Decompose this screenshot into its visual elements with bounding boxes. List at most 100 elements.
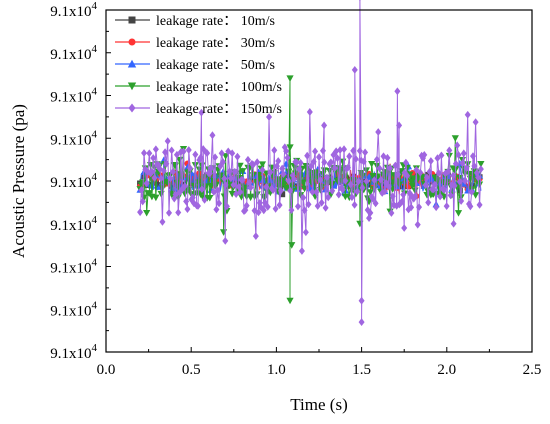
series-4-point	[464, 110, 471, 119]
series-4-point	[358, 156, 365, 165]
series-3-point	[239, 168, 247, 175]
series-4-point	[341, 145, 348, 154]
series-4-point	[275, 157, 282, 165]
series-4-point	[237, 188, 244, 196]
series-4-point	[148, 168, 155, 176]
series-4-point	[221, 174, 228, 183]
series-4-point	[310, 157, 317, 166]
y-tick-label: 9.1x104	[50, 342, 97, 362]
series-4-point	[358, 296, 365, 305]
x-tick-label: 2.0	[437, 362, 456, 378]
series-4-point	[393, 201, 400, 210]
series-4-point	[416, 203, 423, 212]
series-4-point	[371, 176, 378, 184]
series-4-point	[171, 194, 178, 203]
series-4-point	[372, 199, 379, 208]
series-4-point	[437, 192, 444, 201]
series-4-point	[137, 208, 144, 217]
series-4-point	[454, 141, 461, 150]
x-tick-label: 1.5	[352, 362, 371, 378]
x-tick-label: 0.5	[182, 362, 201, 378]
series-4-point	[151, 173, 158, 182]
x-tick-label: 2.5	[523, 362, 542, 378]
legend-label: leakage rate： 50m/s	[156, 58, 275, 73]
series-4-point	[187, 164, 194, 173]
series-4-point	[344, 163, 351, 172]
series-4-point	[414, 220, 421, 229]
series-4-point	[291, 175, 298, 183]
series-3-point	[398, 168, 406, 175]
series-4-point	[385, 182, 392, 191]
series-3-point	[288, 242, 296, 249]
series-4-point	[214, 186, 221, 195]
series-4-point	[389, 192, 396, 201]
series-4-point	[425, 198, 432, 207]
legend-marker	[128, 103, 136, 113]
series-4-point	[243, 201, 250, 210]
series-4-point	[159, 218, 166, 226]
series-4-point	[139, 197, 146, 206]
series-4-point	[213, 205, 220, 214]
series-3-point	[253, 191, 261, 198]
series-4-point	[189, 193, 196, 202]
series-4-point	[319, 146, 326, 155]
series-4-point	[380, 152, 387, 161]
series-4-point	[477, 165, 484, 173]
series-4-point	[360, 157, 367, 166]
series-4-point	[173, 150, 180, 159]
series-4-point	[304, 151, 311, 160]
series-0-point	[397, 183, 404, 190]
series-4-point	[198, 108, 205, 117]
series-4-point	[321, 158, 328, 167]
series-4-point	[260, 206, 267, 215]
series-3-point	[181, 190, 189, 198]
series-2-point	[428, 174, 436, 182]
series-4-point	[417, 168, 424, 177]
series-4-point	[422, 181, 429, 190]
series-4-point	[456, 177, 463, 186]
series-4-point	[367, 208, 374, 217]
y-tick-label: 9.1x104	[50, 214, 97, 234]
series-4-point	[335, 190, 342, 199]
series-4-point	[441, 185, 448, 194]
series-4-point	[460, 149, 467, 158]
series-4-point	[229, 149, 236, 158]
series-4-point	[244, 155, 251, 164]
series-4-point	[259, 166, 266, 174]
series-4-point	[230, 180, 237, 189]
series-4-point	[450, 171, 457, 180]
series-4-point	[226, 167, 233, 176]
series-3-point	[219, 229, 228, 236]
series-4-point	[347, 180, 354, 189]
series-4-point	[309, 188, 316, 196]
plot-data	[136, 0, 485, 326]
series-4-point	[331, 164, 338, 172]
series-4-point	[463, 164, 470, 172]
series-4-point	[375, 128, 382, 136]
series-4-point	[468, 188, 475, 196]
series-4-point	[402, 158, 409, 167]
series-3-point	[206, 194, 214, 202]
series-4-point	[192, 150, 199, 159]
series-4-point	[217, 162, 224, 171]
series-4-point	[455, 151, 462, 159]
y-tick-label: 9.1x104	[50, 43, 97, 63]
series-4-point	[287, 186, 294, 195]
series-4-point	[325, 193, 332, 202]
series-4-point	[191, 199, 198, 208]
series-4-point	[362, 148, 369, 157]
series-4-point	[354, 187, 361, 196]
series-4-point	[359, 183, 366, 192]
series-3-point	[368, 161, 376, 168]
series-4-point	[444, 167, 451, 176]
series-4-point	[337, 146, 344, 154]
series-4-point	[209, 131, 216, 140]
series-4-point	[227, 174, 234, 183]
series-4-point	[294, 202, 301, 211]
legend-marker	[127, 82, 137, 91]
legend-entry-3: leakage rate： 100m/s	[115, 80, 282, 95]
series-4-point	[255, 208, 262, 217]
series-4-point	[266, 113, 273, 121]
y-tick-label: 9.1x104	[50, 0, 97, 20]
series-4-point	[183, 197, 190, 206]
